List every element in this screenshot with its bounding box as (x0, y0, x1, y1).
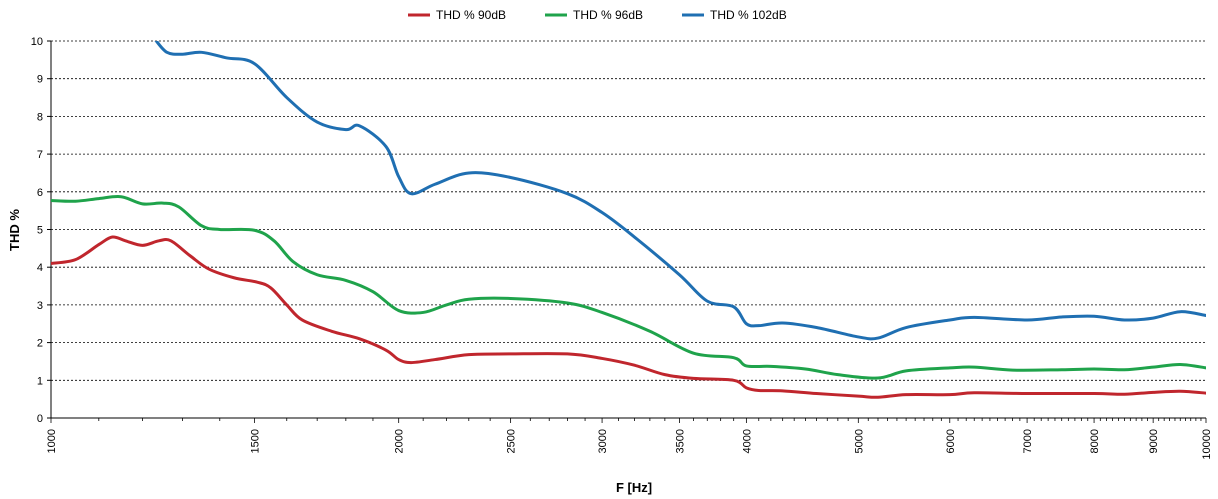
gridlines (51, 40, 1206, 381)
y-tick-label: 5 (37, 225, 43, 237)
x-tick-label: 2000 (394, 429, 406, 453)
x-tick-label: 8000 (1089, 429, 1101, 453)
y-tick-label: 6 (37, 187, 43, 199)
x-axis-title: F [Hz] (616, 480, 652, 495)
x-tick-label: 7000 (1022, 429, 1034, 453)
y-tick-label: 7 (37, 149, 43, 161)
x-tick-label: 3000 (597, 429, 609, 453)
legend: THD % 90dB THD % 96dB THD % 102dB (408, 8, 787, 22)
x-tick-label: 1000 (46, 429, 58, 453)
x-tick-label: 5000 (853, 429, 865, 453)
y-axis-title: THD % (7, 209, 22, 251)
x-tick-label: 9000 (1148, 429, 1160, 453)
y-tick-label: 3 (37, 300, 43, 312)
series-line-2 (51, 194, 1206, 380)
x-tick-label: 3500 (674, 429, 686, 453)
y-tick-label: 10 (31, 36, 43, 48)
series-line-3 (154, 41, 1206, 341)
legend-label-2: THD % 96dB (573, 8, 643, 22)
y-tick-labels: 0 1 2 3 4 5 6 7 8 9 10 (31, 36, 43, 425)
series-line-1 (51, 235, 1206, 399)
series-layer (51, 41, 1206, 399)
legend-label-3: THD % 102dB (710, 8, 787, 22)
y-tick-label: 4 (37, 262, 43, 274)
y-tick-label: 0 (37, 413, 43, 425)
x-tick-label: 2500 (506, 429, 518, 453)
legend-label-1: THD % 90dB (436, 8, 506, 22)
x-tick-label: 4000 (741, 429, 753, 453)
x-tick-labels: 1000 1500 2000 2500 3000 3500 4000 5000 6000 7000… (46, 429, 1213, 460)
y-tick-label: 8 (37, 111, 43, 123)
x-tick-label: 6000 (945, 429, 957, 453)
axes (47, 40, 1207, 423)
x-tick-label: 1500 (249, 429, 261, 453)
x-tick-label: 10000 (1201, 429, 1213, 460)
y-tick-label: 1 (37, 375, 43, 387)
y-tick-label: 9 (37, 74, 43, 86)
y-tick-label: 2 (37, 338, 43, 350)
